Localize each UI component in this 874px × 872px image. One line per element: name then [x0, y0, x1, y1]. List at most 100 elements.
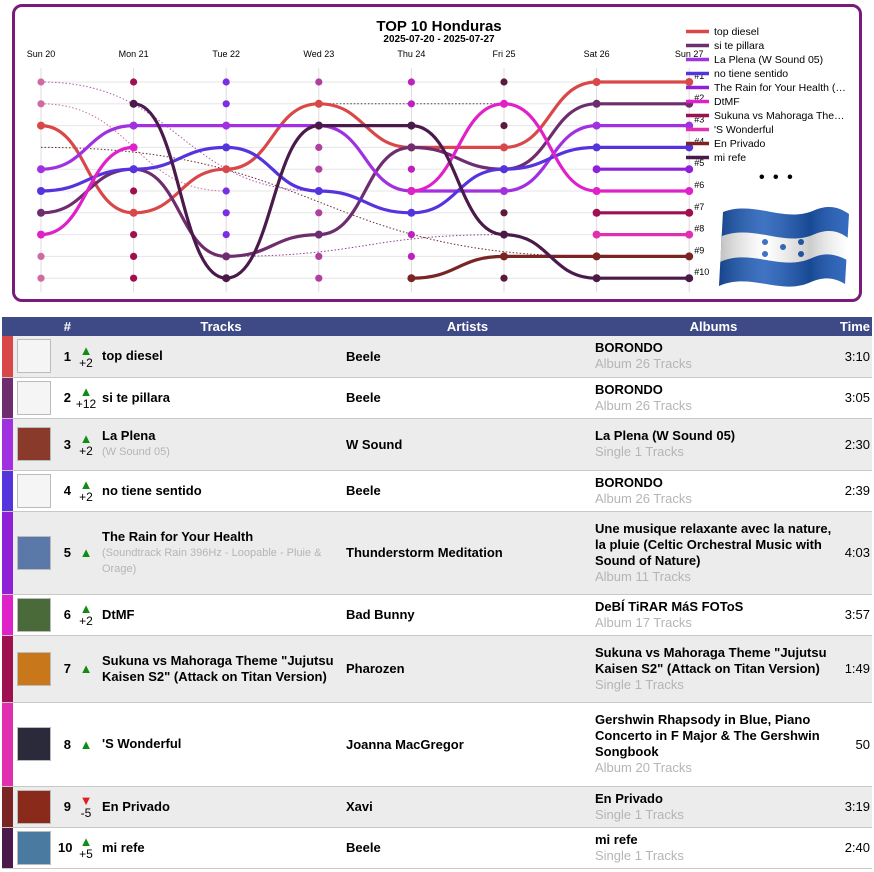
- legend-entry[interactable]: top diesel: [714, 26, 759, 38]
- track-title[interactable]: 'S Wonderful: [102, 736, 182, 751]
- series-point[interactable]: [407, 208, 416, 217]
- header-albums[interactable]: Albums: [592, 317, 835, 336]
- album-cell[interactable]: BORONDO Album 26 Tracks: [592, 336, 835, 378]
- track-cell[interactable]: si te pillara: [99, 377, 343, 419]
- album-cover[interactable]: [17, 789, 51, 824]
- series-point[interactable]: [685, 274, 694, 283]
- series-point[interactable]: [129, 165, 138, 174]
- track-title[interactable]: mi refe: [102, 839, 145, 855]
- table-row[interactable]: 8 ▲ 'S Wonderful Joanna MacGregor Gershw…: [2, 702, 872, 787]
- series-point[interactable]: [129, 99, 138, 108]
- series-point[interactable]: [407, 143, 416, 152]
- series-point[interactable]: [37, 208, 45, 217]
- album-title[interactable]: DeBÍ TiRAR MáS FOToS: [595, 598, 744, 614]
- legend-entry[interactable]: mi refe: [714, 152, 746, 164]
- series-point[interactable]: [500, 143, 508, 152]
- album-cover[interactable]: [17, 339, 51, 374]
- table-row[interactable]: 2 ▲ +12 si te pillara Beele BORONDO Albu…: [2, 377, 872, 419]
- legend-entry[interactable]: si te pillara: [714, 40, 764, 52]
- series-point[interactable]: [500, 99, 508, 108]
- legend-entry[interactable]: DtMF: [714, 96, 740, 108]
- artist-name[interactable]: Joanna MacGregor: [343, 702, 592, 787]
- album-cell[interactable]: BORONDO Album 26 Tracks: [592, 470, 835, 512]
- series-point[interactable]: [129, 208, 138, 217]
- track-title[interactable]: top diesel: [102, 348, 163, 364]
- album-cell[interactable]: En Privado Single 1 Tracks: [592, 786, 835, 828]
- header-time[interactable]: Time: [835, 317, 872, 336]
- series-point[interactable]: [314, 99, 323, 108]
- track-cell[interactable]: Sukuna vs Mahoraga Theme "Jujutsu Kaisen…: [99, 635, 343, 703]
- artist-name[interactable]: Beele: [343, 827, 592, 869]
- artist-name[interactable]: Beele: [343, 336, 592, 378]
- table-row[interactable]: 1 ▲ +2 top diesel Beele BORONDO Album 26…: [2, 336, 872, 378]
- series-point[interactable]: [222, 165, 231, 174]
- series-point[interactable]: [685, 208, 694, 217]
- album-title[interactable]: En Privado: [595, 790, 663, 806]
- legend-entry[interactable]: Sukuna vs Mahoraga The…: [714, 110, 845, 122]
- series-point[interactable]: [592, 252, 601, 261]
- series-point[interactable]: [37, 121, 45, 130]
- series-point[interactable]: [592, 165, 601, 174]
- header-artists[interactable]: Artists: [343, 317, 592, 336]
- track-cell[interactable]: DtMF: [99, 594, 343, 636]
- track-title[interactable]: The Rain for Your Health: [102, 528, 254, 544]
- track-cell[interactable]: mi refe: [99, 827, 343, 869]
- series-point[interactable]: [37, 165, 45, 174]
- series-point[interactable]: [685, 143, 694, 152]
- legend-entry[interactable]: 'S Wonderful: [714, 124, 774, 136]
- track-cell[interactable]: no tiene sentido: [99, 470, 343, 512]
- series-point[interactable]: [592, 121, 601, 130]
- album-cell[interactable]: La Plena (W Sound 05) Single 1 Tracks: [592, 418, 835, 471]
- series-point[interactable]: [685, 165, 694, 174]
- album-cover[interactable]: [17, 597, 51, 632]
- series-point[interactable]: [222, 252, 231, 261]
- album-title[interactable]: Une musique relaxante avec la nature, la…: [595, 520, 832, 568]
- track-title[interactable]: La Plena: [102, 428, 156, 443]
- table-row[interactable]: 10 ▲ +5 mi refe Beele mi refe Single 1 T…: [2, 827, 872, 869]
- album-title[interactable]: La Plena (W Sound 05): [595, 428, 736, 443]
- table-row[interactable]: 9 ▼ -5 En Privado Xavi En Privado Single…: [2, 786, 872, 828]
- series-point[interactable]: [500, 165, 508, 174]
- series-point[interactable]: [314, 187, 323, 195]
- series-point[interactable]: [222, 274, 231, 283]
- album-cover[interactable]: [17, 651, 51, 686]
- series-point[interactable]: [129, 143, 138, 152]
- legend-entry[interactable]: no tiene sentido: [714, 68, 788, 80]
- series-point[interactable]: [592, 274, 601, 283]
- series-point[interactable]: [407, 187, 416, 195]
- track-title[interactable]: no tiene sentido: [102, 482, 202, 498]
- album-cell[interactable]: mi refe Single 1 Tracks: [592, 827, 835, 869]
- series-point[interactable]: [685, 252, 694, 261]
- album-title[interactable]: BORONDO: [595, 474, 663, 490]
- album-cover[interactable]: [17, 427, 51, 461]
- table-row[interactable]: 5 ▲ The Rain for Your Health (Soundtrack…: [2, 511, 872, 595]
- artist-name[interactable]: Pharozen: [343, 635, 592, 703]
- track-title[interactable]: En Privado: [102, 798, 170, 814]
- artist-name[interactable]: Beele: [343, 470, 592, 512]
- series-point[interactable]: [37, 187, 45, 195]
- album-cover[interactable]: [17, 727, 51, 761]
- series-point[interactable]: [685, 187, 694, 195]
- series-point[interactable]: [592, 78, 601, 86]
- series-point[interactable]: [407, 121, 416, 130]
- series-point[interactable]: [685, 121, 694, 130]
- header-tracks[interactable]: Tracks: [99, 317, 343, 336]
- album-cover[interactable]: [17, 830, 51, 865]
- series-point[interactable]: [592, 208, 601, 217]
- artist-name[interactable]: Beele: [343, 377, 592, 419]
- album-cell[interactable]: Une musique relaxante avec la nature, la…: [592, 511, 835, 595]
- table-row[interactable]: 3 ▲ +2 La Plena (W Sound 05) W Sound La …: [2, 418, 872, 471]
- series-point[interactable]: [592, 99, 601, 108]
- album-cell[interactable]: DeBÍ TiRAR MáS FOToS Album 17 Tracks: [592, 594, 835, 636]
- series-point[interactable]: [407, 274, 416, 283]
- artist-name[interactable]: Xavi: [343, 786, 592, 828]
- album-title[interactable]: Gershwin Rhapsody in Blue, Piano Concert…: [595, 712, 820, 759]
- series-point[interactable]: [222, 121, 231, 130]
- series-point[interactable]: [592, 143, 601, 152]
- album-title[interactable]: Sukuna vs Mahoraga Theme "Jujutsu Kaisen…: [595, 644, 827, 676]
- table-row[interactable]: 7 ▲ Sukuna vs Mahoraga Theme "Jujutsu Ka…: [2, 635, 872, 703]
- series-point[interactable]: [685, 230, 694, 239]
- album-cover[interactable]: [17, 535, 51, 570]
- series-point[interactable]: [592, 230, 601, 239]
- album-cover[interactable]: [17, 380, 51, 415]
